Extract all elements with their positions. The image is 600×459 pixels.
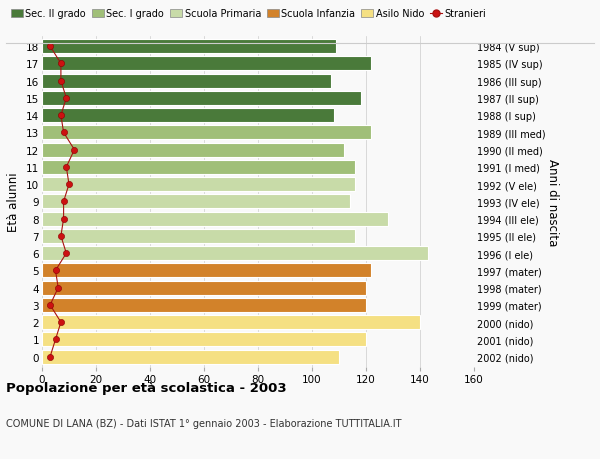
Bar <box>42 109 334 123</box>
Bar <box>42 212 388 226</box>
Bar <box>42 126 371 140</box>
Legend: Sec. II grado, Sec. I grado, Scuola Primaria, Scuola Infanzia, Asilo Nido, Stran: Sec. II grado, Sec. I grado, Scuola Prim… <box>11 10 487 19</box>
Bar <box>42 74 331 89</box>
Y-axis label: Anni di nascita: Anni di nascita <box>546 158 559 246</box>
Text: Popolazione per età scolastica - 2003: Popolazione per età scolastica - 2003 <box>6 381 287 394</box>
Point <box>62 95 71 102</box>
Point <box>51 267 61 274</box>
Point <box>70 147 79 154</box>
Bar <box>42 264 371 278</box>
Bar <box>42 143 344 157</box>
Y-axis label: Età alunni: Età alunni <box>7 172 20 232</box>
Point <box>51 336 61 343</box>
Point <box>53 284 63 292</box>
Point <box>56 233 66 240</box>
Point <box>56 112 66 120</box>
Bar <box>42 178 355 192</box>
Point <box>59 215 68 223</box>
Text: COMUNE DI LANA (BZ) - Dati ISTAT 1° gennaio 2003 - Elaborazione TUTTITALIA.IT: COMUNE DI LANA (BZ) - Dati ISTAT 1° genn… <box>6 418 401 428</box>
Point <box>56 78 66 85</box>
Bar <box>42 281 366 295</box>
Bar <box>42 246 428 261</box>
Point <box>62 250 71 257</box>
Point <box>56 61 66 68</box>
Point <box>56 319 66 326</box>
Bar <box>42 333 366 347</box>
Point <box>46 353 55 361</box>
Bar <box>42 92 361 106</box>
Bar <box>42 350 339 364</box>
Bar <box>42 195 350 209</box>
Bar <box>42 315 420 330</box>
Point <box>46 302 55 309</box>
Point <box>59 129 68 137</box>
Point <box>64 181 74 188</box>
Bar <box>42 40 337 54</box>
Bar <box>42 161 355 174</box>
Bar <box>42 57 371 71</box>
Bar <box>42 298 366 312</box>
Point <box>62 164 71 171</box>
Bar <box>42 230 355 243</box>
Point <box>59 198 68 206</box>
Point <box>46 44 55 51</box>
